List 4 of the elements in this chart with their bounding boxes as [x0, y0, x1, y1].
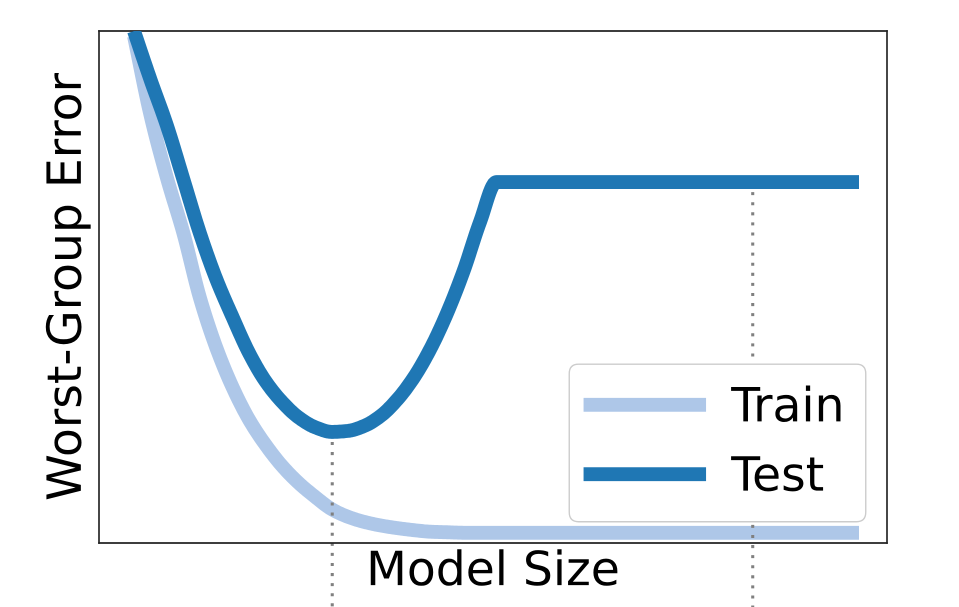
x-axis-title: Model Size: [370, 549, 618, 586]
legend-label: Train: [731, 385, 840, 422]
y-axis-title: Worst-Group Error: [46, 73, 91, 500]
legend-label: Test: [731, 456, 824, 492]
